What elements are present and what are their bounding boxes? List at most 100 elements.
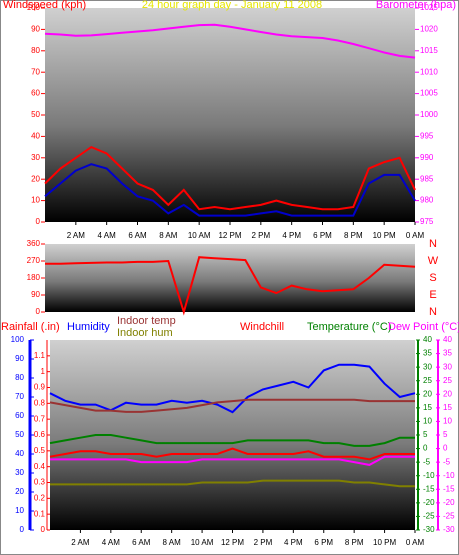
plot-area — [45, 244, 415, 312]
x-tick-label: 4 AM — [102, 538, 121, 547]
series-line — [50, 479, 415, 488]
tick-label: 20 — [15, 487, 24, 496]
tick-label: 0.5 — [34, 446, 46, 455]
tick-label: 0 — [443, 444, 448, 453]
x-tick-label: 0 AM — [406, 538, 425, 547]
x-tick-label: 8 AM — [159, 231, 178, 240]
tick-label: 60 — [31, 89, 40, 98]
tick-label: -10 — [443, 471, 455, 480]
tick-label: 80 — [31, 46, 40, 55]
tick-label: 50 — [31, 110, 40, 119]
legend-label: Dew Point (°C) — [388, 321, 459, 333]
legend-label: Windchill — [240, 321, 284, 333]
x-tick-label: 6 AM — [132, 538, 151, 547]
tick-label: 0.3 — [34, 478, 46, 487]
tick-label: 10 — [423, 417, 432, 426]
series-line — [44, 23, 416, 59]
tick-label: 50 — [15, 430, 24, 439]
tick-label: 1000 — [420, 110, 438, 119]
tick-label: 1005 — [420, 89, 438, 98]
tick-label: 1010 — [420, 67, 438, 76]
series-line — [44, 163, 416, 217]
tick-label: 100 — [11, 335, 25, 344]
tick-label: -20 — [423, 498, 435, 507]
x-tick-label: 10 PM — [373, 538, 396, 547]
x-tick-label: 4 PM — [282, 231, 301, 240]
tick-label: 995 — [420, 132, 434, 141]
x-tick-label: 2 PM — [254, 538, 273, 547]
direction-label: S — [429, 272, 436, 284]
series-line — [44, 145, 416, 211]
tick-label: 35 — [423, 349, 432, 358]
x-tick-label: 6 PM — [314, 538, 333, 547]
x-tick-label: 6 AM — [128, 231, 147, 240]
x-tick-label: 8 PM — [344, 231, 363, 240]
tick-label: 980 — [420, 196, 434, 205]
tick-label: -30 — [443, 525, 455, 534]
tick-label: -5 — [443, 457, 451, 466]
tick-label: -25 — [423, 512, 435, 521]
tick-label: 15 — [443, 403, 452, 412]
tick-label: 90 — [31, 290, 40, 299]
tick-label: 0.1 — [34, 509, 46, 518]
tick-label: 1 — [41, 367, 46, 376]
tick-label: 20 — [423, 389, 432, 398]
tick-label: 5 — [443, 430, 448, 439]
tick-label: 40 — [443, 335, 452, 344]
x-tick-label: 10 AM — [191, 538, 214, 547]
series-line — [50, 455, 415, 466]
tick-label: 0 — [36, 307, 41, 316]
y-axis-title: Windspeed (kph) — [3, 0, 86, 11]
tick-label: 80 — [15, 373, 24, 382]
series-line — [45, 256, 416, 316]
direction-label: N — [429, 306, 437, 318]
series-line — [49, 447, 415, 461]
x-tick-label: 2 PM — [251, 231, 270, 240]
tick-label: 0 — [423, 444, 428, 453]
tick-label: -10 — [423, 471, 435, 480]
tick-label: -25 — [443, 512, 455, 521]
series-line — [49, 398, 415, 413]
tick-label: 70 — [31, 67, 40, 76]
x-tick-label: 4 PM — [284, 538, 303, 547]
tick-label: 180 — [27, 273, 41, 282]
tick-label: 0 — [20, 525, 25, 534]
tick-label: 15 — [423, 403, 432, 412]
x-tick-label: 12 PM — [218, 231, 241, 240]
tick-label: -30 — [423, 525, 435, 534]
tick-label: 0.4 — [34, 462, 46, 471]
tick-label: -20 — [443, 498, 455, 507]
tick-label: 25 — [443, 376, 452, 385]
x-tick-label: 10 PM — [373, 231, 396, 240]
tick-label: 30 — [443, 362, 452, 371]
tick-label: 20 — [31, 174, 40, 183]
tick-label: 35 — [443, 349, 452, 358]
x-tick-label: 4 AM — [98, 231, 117, 240]
tick-label: 20 — [443, 389, 452, 398]
tick-label: 1025 — [420, 3, 438, 12]
tick-label: 975 — [420, 217, 434, 226]
tick-label: 10 — [443, 417, 452, 426]
tick-label: 25 — [423, 376, 432, 385]
y-axis-title: Rainfall (.in) — [1, 321, 60, 333]
x-tick-label: 8 AM — [163, 538, 182, 547]
tick-label: 1020 — [420, 25, 438, 34]
tick-label: 990 — [420, 153, 434, 162]
legend-label: Indoor hum — [117, 327, 173, 339]
tick-label: 0.7 — [34, 414, 46, 423]
x-tick-label: 2 AM — [71, 538, 90, 547]
tick-label: 40 — [423, 335, 432, 344]
tick-label: 985 — [420, 174, 434, 183]
series-line — [49, 434, 415, 447]
legend-label: Indoor temp — [117, 315, 176, 327]
x-tick-label: 12 PM — [221, 538, 244, 547]
tick-label: 0.8 — [34, 398, 46, 407]
tick-label: 100 — [27, 3, 41, 12]
tick-label: 30 — [15, 468, 24, 477]
x-tick-label: 6 PM — [313, 231, 332, 240]
tick-label: -15 — [423, 484, 435, 493]
y2-axis-title: Barometer (hpa) — [376, 0, 456, 11]
legend-label: Temperature (°C) — [307, 321, 391, 333]
tick-label: 30 — [423, 362, 432, 371]
tick-label: 0.6 — [34, 430, 46, 439]
